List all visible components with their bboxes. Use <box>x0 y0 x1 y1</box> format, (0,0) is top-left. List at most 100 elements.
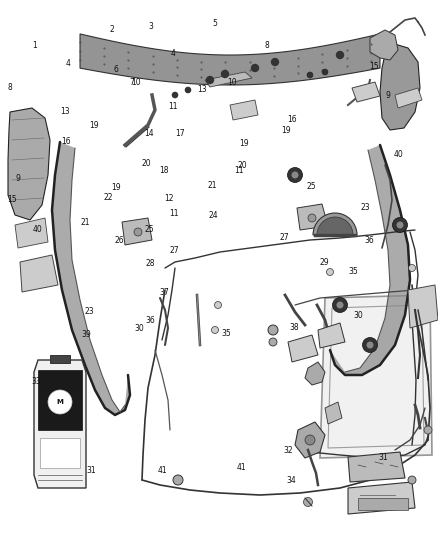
Polygon shape <box>330 145 410 375</box>
Circle shape <box>173 475 183 485</box>
Text: 9: 9 <box>385 92 390 100</box>
Text: 23: 23 <box>85 308 94 316</box>
Text: 18: 18 <box>159 166 169 175</box>
Text: 31: 31 <box>379 453 389 462</box>
Text: 19: 19 <box>240 140 249 148</box>
Text: 30: 30 <box>353 311 363 320</box>
Polygon shape <box>370 30 398 60</box>
Text: 14: 14 <box>144 129 154 138</box>
Text: 38: 38 <box>290 324 299 332</box>
Circle shape <box>336 302 343 309</box>
Text: 20: 20 <box>237 161 247 169</box>
Polygon shape <box>348 482 415 514</box>
Polygon shape <box>50 355 70 363</box>
Text: 16: 16 <box>61 137 71 146</box>
Text: 8: 8 <box>265 41 269 50</box>
Polygon shape <box>15 218 48 248</box>
Polygon shape <box>297 204 328 230</box>
Text: 24: 24 <box>209 212 219 220</box>
Circle shape <box>332 297 347 312</box>
Polygon shape <box>295 422 325 458</box>
Polygon shape <box>80 34 380 85</box>
Polygon shape <box>395 88 422 108</box>
Text: 31: 31 <box>86 466 96 474</box>
Text: 28: 28 <box>145 260 155 268</box>
Polygon shape <box>122 218 152 245</box>
Polygon shape <box>34 360 86 488</box>
Circle shape <box>307 72 313 78</box>
Wedge shape <box>317 217 353 235</box>
Text: 4: 4 <box>170 49 176 58</box>
Circle shape <box>134 228 142 236</box>
Circle shape <box>268 325 278 335</box>
Circle shape <box>336 52 343 59</box>
Text: 25: 25 <box>145 225 155 233</box>
Bar <box>40 438 80 468</box>
Text: 30: 30 <box>134 325 144 333</box>
Text: 2: 2 <box>110 25 114 34</box>
Circle shape <box>48 390 72 414</box>
Polygon shape <box>52 142 130 415</box>
Text: 9: 9 <box>15 174 20 183</box>
Text: 37: 37 <box>159 288 169 296</box>
Text: 36: 36 <box>145 317 155 325</box>
Text: 41: 41 <box>158 466 168 474</box>
Circle shape <box>409 264 416 271</box>
Text: 11: 11 <box>168 102 178 111</box>
Text: 23: 23 <box>361 204 371 212</box>
Text: 36: 36 <box>365 237 374 245</box>
Text: 3: 3 <box>148 22 154 31</box>
Text: 35: 35 <box>221 329 231 337</box>
Polygon shape <box>230 100 258 120</box>
Text: 40: 40 <box>394 150 403 159</box>
Polygon shape <box>348 452 405 482</box>
Bar <box>38 370 82 430</box>
Circle shape <box>304 497 312 506</box>
Polygon shape <box>408 285 438 328</box>
Text: 16: 16 <box>287 116 297 124</box>
Circle shape <box>292 172 299 179</box>
Text: 19: 19 <box>111 183 121 192</box>
Polygon shape <box>288 335 318 362</box>
Circle shape <box>363 337 378 352</box>
Circle shape <box>396 222 403 229</box>
Text: 13: 13 <box>60 108 70 116</box>
Circle shape <box>222 70 229 77</box>
Circle shape <box>215 302 222 309</box>
Text: 26: 26 <box>115 237 124 245</box>
Text: 10: 10 <box>131 78 141 87</box>
Text: 15: 15 <box>370 62 379 71</box>
Text: 7: 7 <box>129 78 134 87</box>
Circle shape <box>392 217 407 232</box>
Text: 1: 1 <box>33 41 37 50</box>
Text: 34: 34 <box>286 477 296 485</box>
Polygon shape <box>325 402 342 424</box>
Wedge shape <box>313 213 357 235</box>
Text: 33: 33 <box>32 377 41 385</box>
Text: 8: 8 <box>7 84 12 92</box>
Text: 21: 21 <box>81 219 90 227</box>
Polygon shape <box>305 362 325 385</box>
Text: 15: 15 <box>7 196 17 204</box>
Circle shape <box>251 64 258 71</box>
Text: 25: 25 <box>306 182 316 191</box>
Text: 10: 10 <box>227 78 237 87</box>
Text: 11: 11 <box>170 209 179 217</box>
Circle shape <box>287 167 303 182</box>
Circle shape <box>272 59 279 66</box>
Text: 13: 13 <box>198 85 207 94</box>
Circle shape <box>322 69 328 75</box>
Text: 6: 6 <box>113 65 119 74</box>
Text: 32: 32 <box>283 446 293 455</box>
Text: 27: 27 <box>280 233 290 241</box>
Text: 5: 5 <box>212 20 217 28</box>
Text: 12: 12 <box>164 194 173 203</box>
Text: 27: 27 <box>170 246 179 255</box>
Circle shape <box>206 77 213 84</box>
Text: 22: 22 <box>104 193 113 201</box>
Polygon shape <box>318 323 345 348</box>
Circle shape <box>367 342 374 349</box>
Circle shape <box>212 327 219 334</box>
Text: 21: 21 <box>207 181 217 190</box>
Text: 29: 29 <box>319 258 329 266</box>
